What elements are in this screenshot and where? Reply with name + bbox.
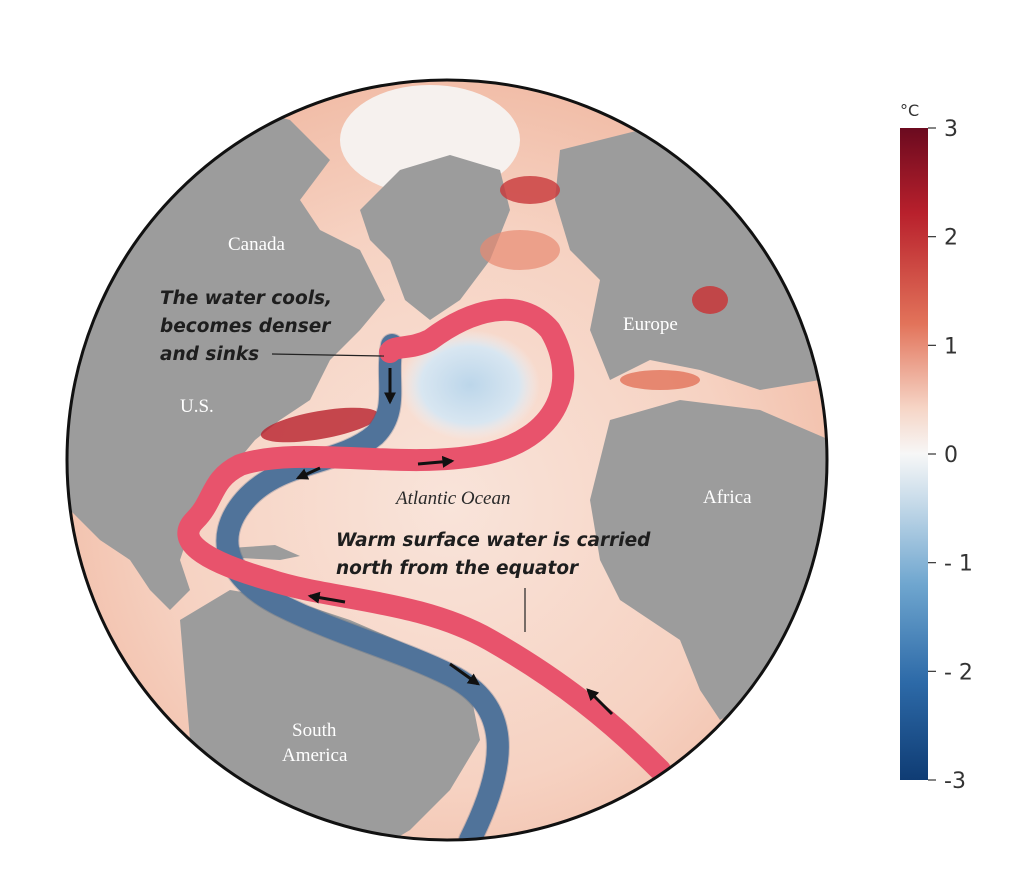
warm-anomalies — [260, 176, 728, 443]
label-atlantic-ocean: Atlantic Ocean — [394, 488, 511, 509]
africa — [590, 400, 827, 720]
label-europe: Europe — [623, 314, 678, 335]
colorbar: °C 3 2 1 0 - 1 - 2 -3 — [900, 101, 973, 794]
arrow-cold-west — [295, 466, 321, 480]
arrow-warm-west — [307, 591, 346, 604]
colorbar-unit: °C — [900, 101, 919, 120]
colorbar-tick-label: 1 — [944, 334, 958, 359]
flow-arrows — [295, 368, 614, 716]
globe-outline — [65, 78, 829, 842]
label-africa: Africa — [703, 487, 752, 508]
colorbar-tick-label: 2 — [944, 226, 958, 251]
warm-surface-current — [177, 298, 671, 781]
annotation-sinking-line2: becomes denser — [160, 316, 332, 337]
arrow-warm-east — [417, 455, 455, 468]
colorbar-gradient — [900, 128, 928, 780]
annotation-warm-line2: north from the equator — [336, 558, 580, 579]
label-south: South — [292, 720, 337, 741]
arrow-cold-south — [449, 662, 480, 686]
colorbar-tick-label: - 2 — [944, 660, 973, 685]
colorbar-tick-label: - 1 — [944, 552, 973, 577]
annotation-sinking-line1: The water cools, — [160, 288, 332, 309]
caribbean-islands — [230, 545, 300, 560]
colorbar-tick-label: 3 — [944, 117, 958, 142]
greenland — [360, 155, 510, 320]
annotation-sinking-leader — [271, 353, 385, 357]
label-us: U.S. — [180, 396, 214, 417]
colorbar-tick-label: 0 — [944, 443, 958, 468]
cold-anomaly — [400, 330, 540, 440]
label-canada: Canada — [228, 234, 286, 255]
annotation-sinking-line3: and sinks — [160, 344, 259, 365]
colorbar-ticks: 3 2 1 0 - 1 - 2 -3 — [928, 117, 973, 794]
arrow-warm-north — [586, 688, 614, 716]
label-america: America — [282, 745, 348, 766]
annotation-warm-line1: Warm surface water is carried — [336, 530, 651, 551]
colorbar-tick-label: -3 — [944, 769, 966, 794]
